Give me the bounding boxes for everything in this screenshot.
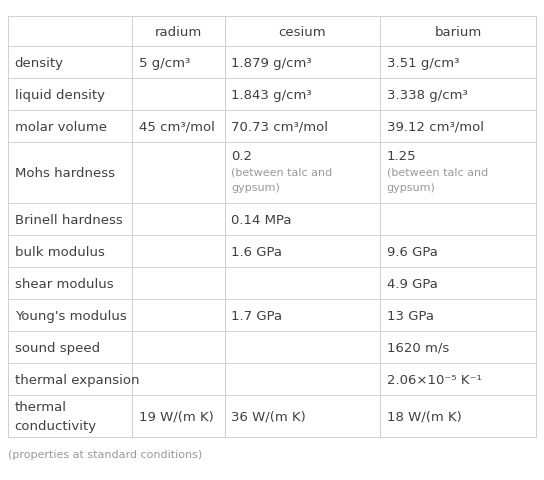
Text: liquid density: liquid density [15,88,104,101]
Text: 1.25: 1.25 [387,150,416,163]
Text: 13 GPa: 13 GPa [387,309,434,322]
Text: 9.6 GPa: 9.6 GPa [387,245,437,258]
Text: barium: barium [434,25,481,38]
Text: 4.9 GPa: 4.9 GPa [387,277,437,290]
Text: 18 W/(m K): 18 W/(m K) [387,409,461,422]
Text: gypsum): gypsum) [231,182,280,192]
Text: shear modulus: shear modulus [15,277,113,290]
Text: thermal expansion: thermal expansion [15,373,139,386]
Text: 3.338 g/cm³: 3.338 g/cm³ [387,88,467,101]
Text: Mohs hardness: Mohs hardness [15,167,115,180]
Text: 0.2: 0.2 [231,150,252,163]
Text: bulk modulus: bulk modulus [15,245,104,258]
Text: 45 cm³/mol: 45 cm³/mol [139,120,214,133]
Text: (between talc and: (between talc and [231,167,332,177]
Text: 5 g/cm³: 5 g/cm³ [139,57,190,70]
Text: Young's modulus: Young's modulus [15,309,126,322]
Text: 0.14 MPa: 0.14 MPa [231,214,292,227]
Text: 1.6 GPa: 1.6 GPa [231,245,282,258]
Text: Brinell hardness: Brinell hardness [15,214,122,227]
Text: 1.7 GPa: 1.7 GPa [231,309,282,322]
Text: thermal: thermal [15,400,67,413]
Text: 1.843 g/cm³: 1.843 g/cm³ [231,88,312,101]
Text: radium: radium [154,25,202,38]
Text: (properties at standard conditions): (properties at standard conditions) [8,449,202,459]
Text: 3.51 g/cm³: 3.51 g/cm³ [387,57,459,70]
Text: 1620 m/s: 1620 m/s [387,341,449,354]
Text: cesium: cesium [279,25,326,38]
Text: molar volume: molar volume [15,120,107,133]
Text: 36 W/(m K): 36 W/(m K) [231,409,306,422]
Text: sound speed: sound speed [15,341,100,354]
Text: conductivity: conductivity [15,419,97,432]
Text: (between talc and: (between talc and [387,167,488,177]
Text: 19 W/(m K): 19 W/(m K) [139,409,213,422]
Text: 2.06×10⁻⁵ K⁻¹: 2.06×10⁻⁵ K⁻¹ [387,373,481,386]
Text: density: density [15,57,64,70]
Text: 1.879 g/cm³: 1.879 g/cm³ [231,57,312,70]
Text: gypsum): gypsum) [387,182,436,192]
Text: 70.73 cm³/mol: 70.73 cm³/mol [231,120,328,133]
Text: 39.12 cm³/mol: 39.12 cm³/mol [387,120,484,133]
